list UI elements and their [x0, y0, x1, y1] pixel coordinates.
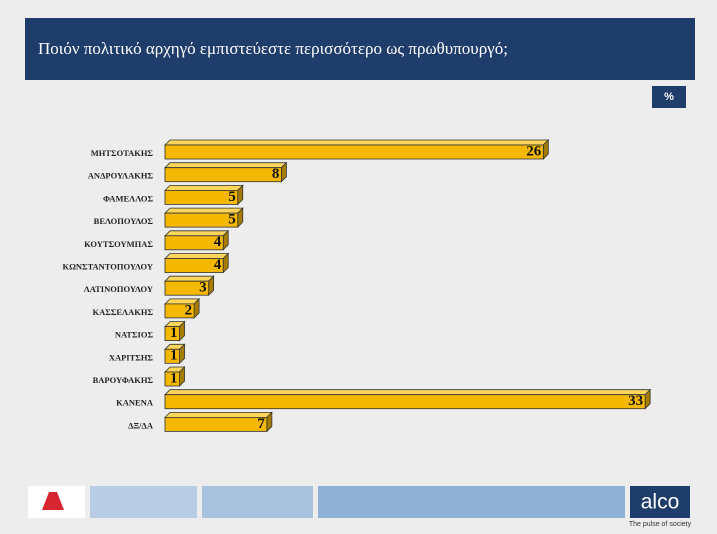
- category-label: ΒΕΛΟΠΟΥΛΟΣ: [94, 216, 154, 226]
- category-label: ΝΑΤΣΙΟΣ: [115, 330, 154, 340]
- value-label: 4: [214, 257, 222, 273]
- bar-top: [164, 162, 288, 169]
- unit-label: %: [664, 91, 674, 103]
- value-label: 33: [628, 393, 643, 409]
- category-label: ΜΗΤΣΟΤΑΚΗΣ: [91, 148, 154, 158]
- bar: [164, 394, 646, 410]
- bar: [164, 258, 224, 273]
- category-label: ΚΑΣΣΕΛΑΚΗΣ: [92, 307, 153, 317]
- bar: [164, 235, 224, 251]
- brand-box: [630, 486, 690, 518]
- category-label: ΧΑΡΙΤΣΗΣ: [109, 352, 154, 362]
- bar: [164, 212, 239, 228]
- category-label: ΚΟΥΤΣΟΥΜΠΑΣ: [84, 239, 153, 249]
- chart-title: Ποιόν πολιτικό αρχηγό εμπιστεύεστε περισ…: [38, 39, 508, 58]
- bar-top: [164, 139, 550, 146]
- value-label: 3: [199, 280, 207, 296]
- bar: [164, 371, 180, 387]
- unit-badge: [652, 86, 686, 108]
- value-label: 1: [170, 325, 178, 341]
- bar: [164, 167, 282, 183]
- header-band: [25, 18, 695, 80]
- bar-top: [164, 298, 201, 305]
- value-label: 8: [272, 166, 280, 182]
- bar: [164, 348, 180, 364]
- category-label: ΦΑΜΕΛΛΟΣ: [103, 193, 153, 203]
- value-label: 5: [228, 189, 236, 205]
- tagline: The pulse of society: [629, 521, 692, 528]
- footer-block: [202, 486, 313, 518]
- brand: alco: [641, 491, 680, 514]
- category-label: ΛΑΤΙΝΟΠΟΥΛΟΥ: [84, 284, 153, 294]
- value-label: 1: [170, 348, 178, 364]
- value-label: 5: [228, 212, 236, 228]
- bar: [164, 326, 180, 342]
- value-label: 26: [526, 143, 542, 159]
- logo-icon: [42, 492, 64, 510]
- bar: [164, 144, 544, 160]
- footer-block: [90, 486, 197, 518]
- category-label: ΒΑΡΟΥΦΑΚΗΣ: [93, 375, 154, 385]
- category-label: ΚΩΝΣΤΑΝΤΟΠΟΥΛΟΥ: [63, 261, 154, 271]
- bar: [164, 280, 210, 296]
- bar: [164, 416, 268, 432]
- value-label: 1: [170, 370, 178, 386]
- value-label: 2: [185, 302, 193, 318]
- category-label: ΔΞ/ΔΑ: [128, 420, 154, 430]
- footer-block: [318, 486, 625, 518]
- category-label: ΑΝΔΡΟΥΛΑΚΗΣ: [88, 171, 154, 181]
- bar: [164, 303, 195, 319]
- bar-top: [164, 389, 652, 396]
- bar-top: [164, 412, 273, 418]
- value-label: 4: [214, 234, 222, 250]
- category-label: ΚΑΝΕΝΑ: [116, 398, 154, 408]
- value-label: 7: [257, 416, 265, 432]
- bar: [164, 189, 239, 205]
